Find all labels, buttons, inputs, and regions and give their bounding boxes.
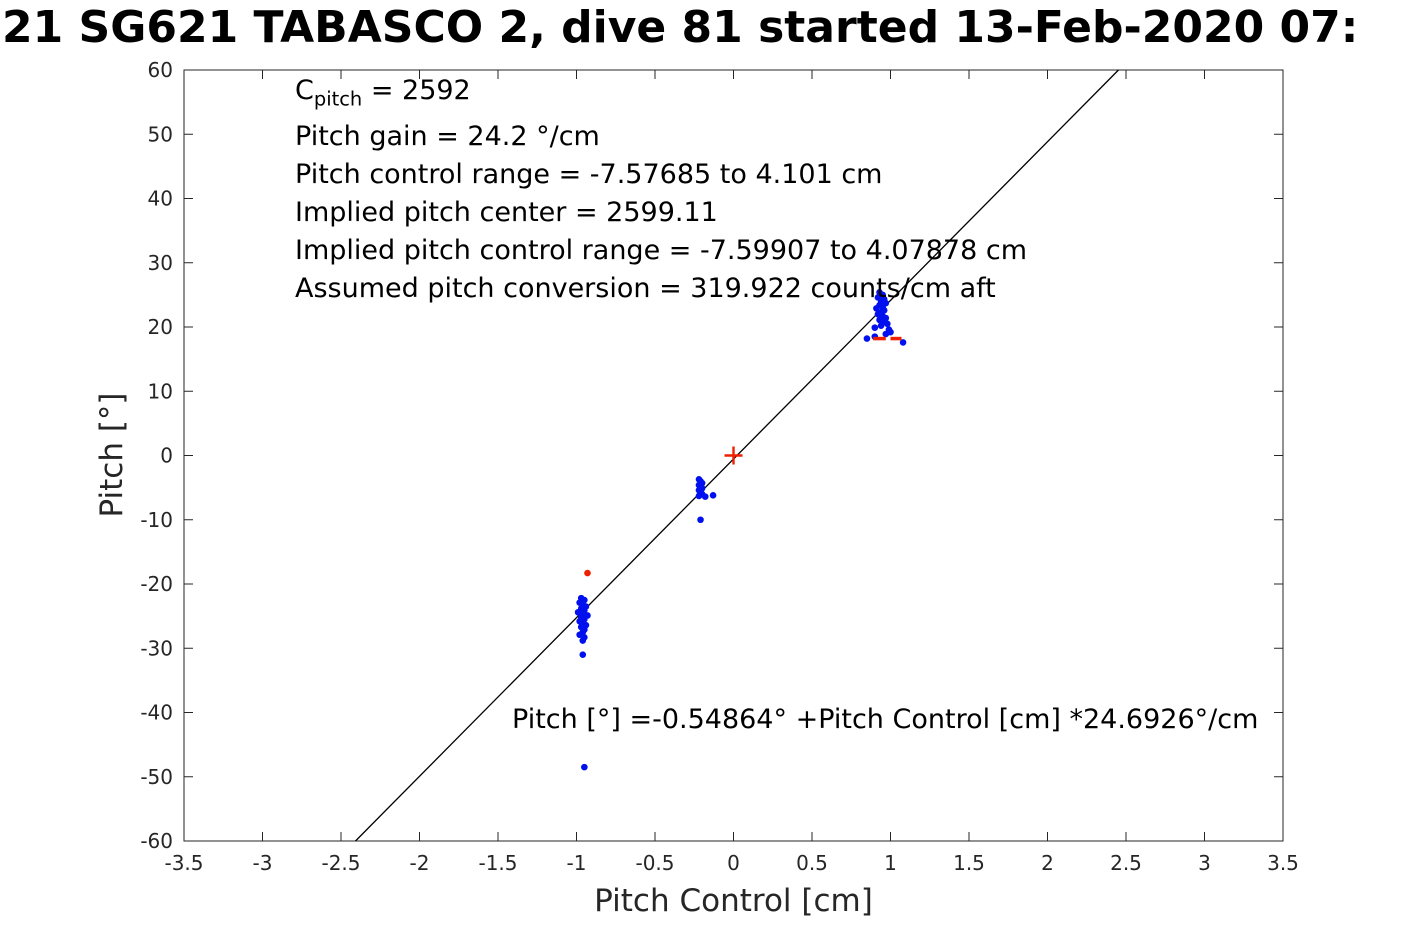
anno-implied-pitch-control-range: Implied pitch control range = -7.59907 t…	[295, 235, 1028, 267]
svg-text:3.5: 3.5	[1267, 851, 1299, 875]
center-plus-marker	[724, 446, 743, 465]
anno-c-value: = 2592	[362, 75, 471, 106]
y-tick-labels: -60 -50 -40 -30 -20 -10 0 10 20 30 40 50 60	[140, 58, 173, 853]
calibration-info: Cpitch = 2592 Pitch gain = 24.2 °/cm Pit…	[295, 72, 1027, 308]
scatter-series-1	[584, 569, 591, 577]
svg-text:1.5: 1.5	[953, 851, 985, 875]
svg-text:0: 0	[160, 444, 173, 468]
svg-text:0.5: 0.5	[796, 851, 828, 875]
fit-equation: Pitch [°] =-0.54864° +Pitch Control [cm]…	[512, 704, 1259, 735]
x-ticks	[183, 70, 1284, 841]
svg-text:-50: -50	[140, 765, 173, 789]
svg-text:-2: -2	[410, 851, 430, 875]
svg-text:3: 3	[1198, 851, 1211, 875]
y-axis-label: Pitch [°]	[94, 392, 130, 518]
svg-text:-60: -60	[140, 829, 173, 853]
svg-text:2.5: 2.5	[1110, 851, 1142, 875]
svg-text:40: 40	[148, 187, 173, 211]
svg-text:-20: -20	[140, 572, 173, 596]
svg-text:-3.5: -3.5	[164, 851, 203, 875]
svg-text:60: 60	[148, 58, 173, 82]
chart-title: 21 SG621 TABASCO 2, dive 81 started 13-F…	[2, 2, 1359, 53]
svg-text:-1.5: -1.5	[478, 851, 517, 875]
svg-text:10: 10	[148, 379, 173, 403]
svg-text:2: 2	[1041, 851, 1054, 875]
svg-text:-2.5: -2.5	[321, 851, 360, 875]
svg-text:-1: -1	[567, 851, 587, 875]
anno-pitch-gain: Pitch gain = 24.2 °/cm	[295, 121, 600, 153]
svg-text:-10: -10	[140, 508, 173, 532]
svg-text:-3: -3	[253, 851, 273, 875]
svg-text:-0.5: -0.5	[635, 851, 674, 875]
anno-pitch-control-range: Pitch control range = -7.57685 to 4.101 …	[295, 159, 883, 191]
scatter-series-0	[574, 289, 907, 771]
svg-text:20: 20	[148, 315, 173, 339]
svg-text:-30: -30	[140, 636, 173, 660]
x-axis-label: Pitch Control [cm]	[594, 883, 873, 919]
svg-text:1: 1	[884, 851, 897, 875]
svg-text:30: 30	[148, 251, 173, 275]
x-tick-labels: -3.5 -3 -2.5 -2 -1.5 -1 -0.5 0 0.5 1 1.5 2 2.5 3 3.5	[164, 851, 1298, 875]
anno-c-pitch: Cpitch = 2592	[295, 72, 1027, 118]
svg-text:50: 50	[148, 122, 173, 146]
anno-implied-pitch-center: Implied pitch center = 2599.11	[295, 197, 718, 229]
anno-c-sub: pitch	[313, 87, 363, 111]
svg-text:-40: -40	[140, 701, 173, 725]
anno-c-base: C	[295, 75, 314, 106]
y-ticks	[184, 69, 1283, 842]
anno-assumed-pitch-conversion: Assumed pitch conversion = 319.922 count…	[295, 273, 996, 305]
svg-text:0: 0	[727, 851, 740, 875]
